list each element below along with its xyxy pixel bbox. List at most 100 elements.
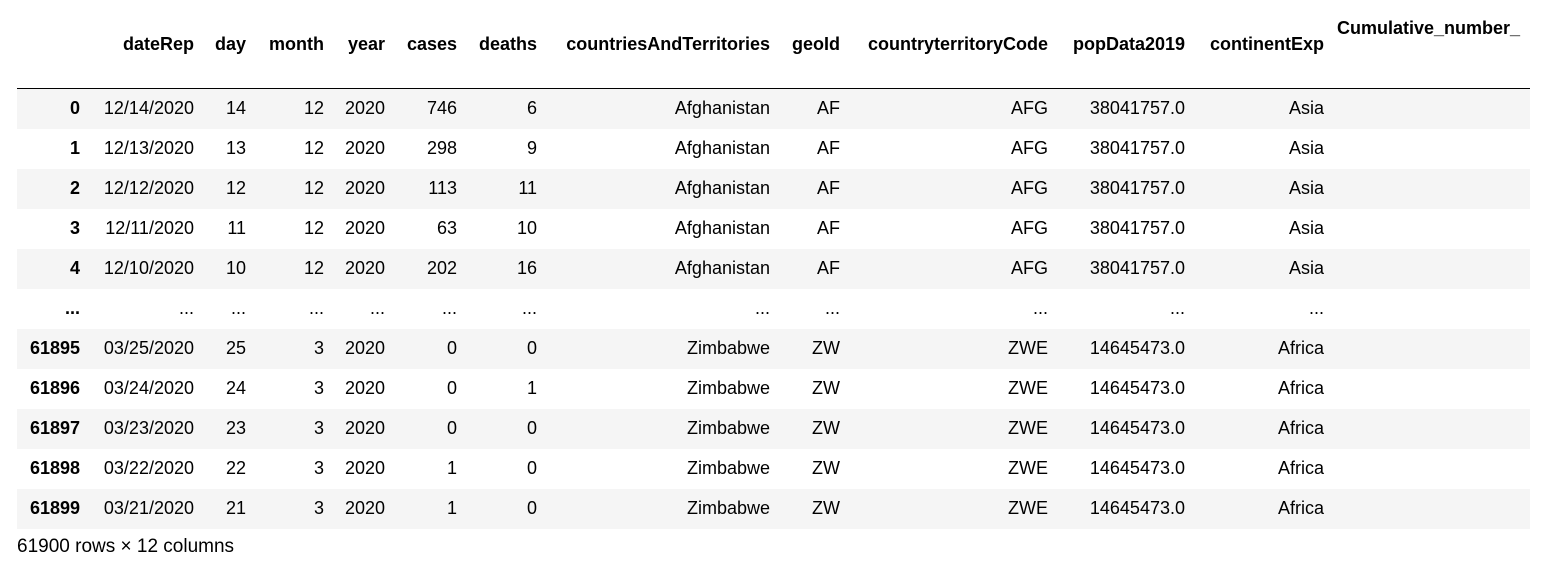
dataframe-shape-summary: 61900 rows × 12 columns bbox=[17, 536, 235, 557]
cell-population: 14645473.0 bbox=[1089, 498, 1185, 518]
cell-country: Afghanistan bbox=[674, 258, 770, 278]
cell-day: 21 bbox=[225, 498, 246, 518]
cell-continent: Africa bbox=[1277, 338, 1324, 358]
cell-country: Afghanistan bbox=[674, 98, 770, 119]
cell-geoId: AF bbox=[816, 138, 840, 158]
cell-cases: 1 bbox=[446, 458, 457, 478]
cell-cases: 746 bbox=[426, 98, 457, 119]
cell-deaths: 0 bbox=[526, 338, 537, 358]
cell-dateRep: 12/13/2020 bbox=[103, 138, 194, 158]
cell-year: 2020 bbox=[344, 458, 385, 478]
row-index: 61896 bbox=[29, 378, 80, 398]
cell-year: ... bbox=[369, 298, 385, 318]
cell-month: 3 bbox=[313, 338, 324, 358]
header-geoId: geoId bbox=[770, 0, 840, 89]
cell-country: Zimbabwe bbox=[686, 378, 770, 398]
cell-day: 24 bbox=[225, 378, 246, 398]
cell-year: 2020 bbox=[344, 258, 385, 278]
cell-cumulative bbox=[1324, 329, 1530, 369]
cell-month: 3 bbox=[313, 418, 324, 438]
cell-day: 12 bbox=[225, 178, 246, 198]
cell-country: Zimbabwe bbox=[686, 418, 770, 438]
cell-deaths: 10 bbox=[516, 218, 537, 238]
cell-day: ... bbox=[230, 298, 246, 318]
dataframe-table-container: dateRep day month year cases deaths coun… bbox=[17, 0, 1530, 529]
cell-year: 2020 bbox=[344, 378, 385, 398]
row-index: 61899 bbox=[29, 498, 80, 518]
cell-population: 14645473.0 bbox=[1089, 418, 1185, 438]
cell-dateRep: 03/24/2020 bbox=[103, 378, 194, 398]
cell-population: ... bbox=[1169, 298, 1185, 318]
header-countryterritoryCode: countryterritoryCode bbox=[840, 0, 1048, 89]
cell-population: 38041757.0 bbox=[1089, 258, 1185, 278]
cell-cases: 202 bbox=[426, 258, 457, 278]
cell-day: 11 bbox=[227, 218, 246, 238]
cell-country: Afghanistan bbox=[674, 218, 770, 238]
header-row: dateRep day month year cases deaths coun… bbox=[17, 0, 1530, 89]
table-row: 61897 03/23/2020 23 3 2020 0 0 Zimbabwe ZW ZWE 146… bbox=[17, 408, 1530, 449]
cell-day: 13 bbox=[225, 138, 246, 158]
table-row: 4 12/10/2020 10 12 2020 202 16 Afghanistan AF AFG… bbox=[17, 248, 1530, 289]
cell-country: Zimbabwe bbox=[686, 338, 770, 358]
cell-country-code: AFG bbox=[1010, 178, 1048, 198]
header-dateRep: dateRep bbox=[80, 0, 194, 89]
cell-cumulative bbox=[1324, 249, 1530, 289]
cell-continent: Africa bbox=[1277, 418, 1324, 438]
cell-continent: Africa bbox=[1277, 378, 1324, 398]
cell-month: ... bbox=[308, 298, 324, 318]
cell-country-code: ZWE bbox=[1008, 418, 1048, 438]
header-cumulative: Cumulative_number_ bbox=[1324, 0, 1530, 89]
cell-population: 14645473.0 bbox=[1089, 378, 1185, 398]
header-popData2019: popData2019 bbox=[1048, 0, 1185, 89]
cell-cumulative bbox=[1324, 89, 1530, 129]
cell-geoId: ZW bbox=[812, 498, 840, 518]
cell-population: 14645473.0 bbox=[1089, 338, 1185, 358]
row-index: 3 bbox=[69, 218, 80, 238]
row-index: 2 bbox=[69, 178, 80, 198]
cell-cumulative bbox=[1324, 369, 1530, 409]
cell-deaths: 1 bbox=[526, 378, 537, 398]
table-row: 1 12/13/2020 13 12 2020 298 9 Afghanistan AF AFG 3… bbox=[17, 128, 1530, 169]
cell-population: 38041757.0 bbox=[1089, 178, 1185, 198]
cell-deaths: 0 bbox=[526, 498, 537, 518]
table-row: 61895 03/25/2020 25 3 2020 0 0 Zimbabwe ZW ZWE 146… bbox=[17, 328, 1530, 369]
cell-deaths: 6 bbox=[526, 98, 537, 119]
header-index bbox=[17, 0, 80, 89]
cell-day: 10 bbox=[225, 258, 246, 278]
cell-country: Afghanistan bbox=[674, 138, 770, 158]
header-cases: cases bbox=[385, 0, 457, 89]
cell-geoId: ZW bbox=[812, 418, 840, 438]
cell-cumulative bbox=[1324, 169, 1530, 209]
cell-deaths: ... bbox=[521, 298, 537, 318]
cell-geoId: AF bbox=[816, 258, 840, 278]
cell-cumulative bbox=[1324, 289, 1530, 329]
cell-cases: ... bbox=[441, 298, 457, 318]
cell-population: 38041757.0 bbox=[1089, 218, 1185, 238]
row-index: 61895 bbox=[29, 338, 80, 358]
cell-dateRep: 03/23/2020 bbox=[103, 418, 194, 438]
cell-country-code: AFG bbox=[1010, 258, 1048, 278]
cell-year: 2020 bbox=[344, 98, 385, 119]
cell-year: 2020 bbox=[344, 178, 385, 198]
cell-geoId: ZW bbox=[812, 458, 840, 478]
cell-cases: 63 bbox=[436, 218, 457, 238]
table-row: 3 12/11/2020 11 12 2020 63 10 Afghanistan AF AFG 3… bbox=[17, 208, 1530, 249]
table-row: 2 12/12/2020 12 12 2020 113 11 Afghanistan AF AFG… bbox=[17, 168, 1530, 209]
cell-dateRep: 03/25/2020 bbox=[103, 338, 194, 358]
cell-country-code: ZWE bbox=[1008, 458, 1048, 478]
cell-cases: 113 bbox=[428, 178, 457, 198]
cell-country-code: ... bbox=[1032, 298, 1048, 318]
cell-deaths: 16 bbox=[516, 258, 537, 278]
cell-year: 2020 bbox=[344, 138, 385, 158]
cell-continent: Africa bbox=[1277, 498, 1324, 518]
cell-country-code: AFG bbox=[1010, 98, 1048, 119]
header-continentExp: continentExp bbox=[1185, 0, 1324, 89]
cell-continent: Asia bbox=[1288, 258, 1324, 278]
cell-geoId: AF bbox=[816, 218, 840, 238]
cell-country: Zimbabwe bbox=[686, 498, 770, 518]
cell-cumulative bbox=[1324, 409, 1530, 449]
dataframe-table: dateRep day month year cases deaths coun… bbox=[17, 0, 1530, 529]
header-countriesAndTerritories: countriesAndTerritories bbox=[537, 0, 770, 89]
cell-country: Afghanistan bbox=[674, 178, 770, 198]
